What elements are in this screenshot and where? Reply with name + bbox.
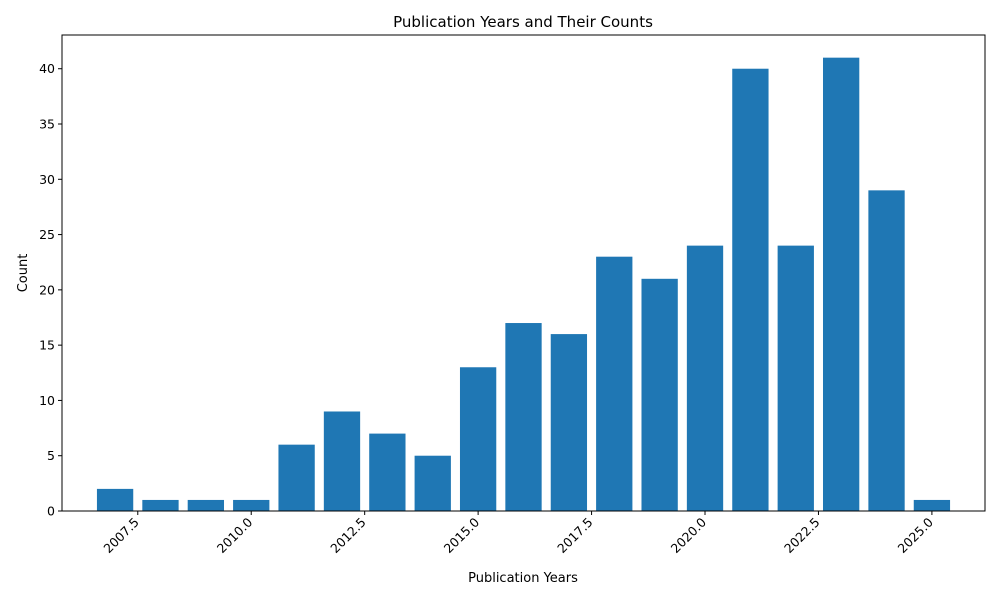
bar-2014	[414, 455, 451, 511]
bar-2016	[505, 323, 542, 511]
bars-group	[96, 57, 951, 512]
y-tick-label: 10	[39, 393, 55, 408]
bar-2009	[187, 499, 225, 511]
bar-2015	[459, 367, 497, 511]
y-tick-label: 0	[47, 504, 55, 519]
bar-2012	[323, 411, 361, 511]
bar-2019	[641, 278, 678, 511]
plot-frame	[61, 34, 986, 512]
bar-2013	[369, 433, 406, 511]
bar-2011	[278, 444, 315, 511]
y-axis-label: Count	[16, 254, 31, 293]
y-tick-label: 30	[39, 172, 55, 187]
bar-2024	[868, 190, 905, 511]
x-tick-label: 2010.0	[214, 514, 256, 556]
y-tick-label: 15	[39, 338, 55, 353]
chart-title: Publication Years and Their Counts	[393, 13, 653, 31]
bar-2020	[686, 245, 724, 511]
x-tick-label: 2022.5	[781, 515, 823, 557]
bar-2022	[777, 245, 814, 511]
x-tick-label: 2017.5	[554, 515, 596, 557]
bar-2008	[142, 499, 179, 511]
y-tick-label: 5	[47, 448, 55, 463]
x-tick-label: 2025.0	[894, 514, 936, 556]
x-tick-label: 2020.0	[668, 514, 710, 556]
bar-2007	[96, 488, 134, 511]
y-axis-ticks: 0 5 10 15 20 25 30 35 40	[39, 61, 62, 519]
x-axis-label: Publication Years	[468, 571, 578, 586]
bar-2021	[732, 68, 769, 512]
bar-2017	[550, 334, 588, 511]
bar-2025	[913, 499, 951, 511]
bar-2018	[596, 256, 633, 511]
y-tick-label: 40	[39, 61, 55, 76]
bar-2023	[822, 57, 860, 512]
y-tick-label: 25	[39, 227, 55, 242]
axes-frame	[61, 34, 986, 512]
x-tick-label: 2015.0	[441, 514, 483, 556]
x-tick-label: 2007.5	[100, 515, 142, 557]
x-tick-label: 2012.5	[327, 515, 369, 557]
bar-2010	[233, 499, 270, 511]
y-tick-label: 20	[39, 282, 55, 297]
x-axis-ticks: 2007.5 2010.0 2012.5 2015.0 2017.5 2020.0 2022…	[100, 511, 936, 556]
y-tick-label: 35	[39, 117, 55, 132]
